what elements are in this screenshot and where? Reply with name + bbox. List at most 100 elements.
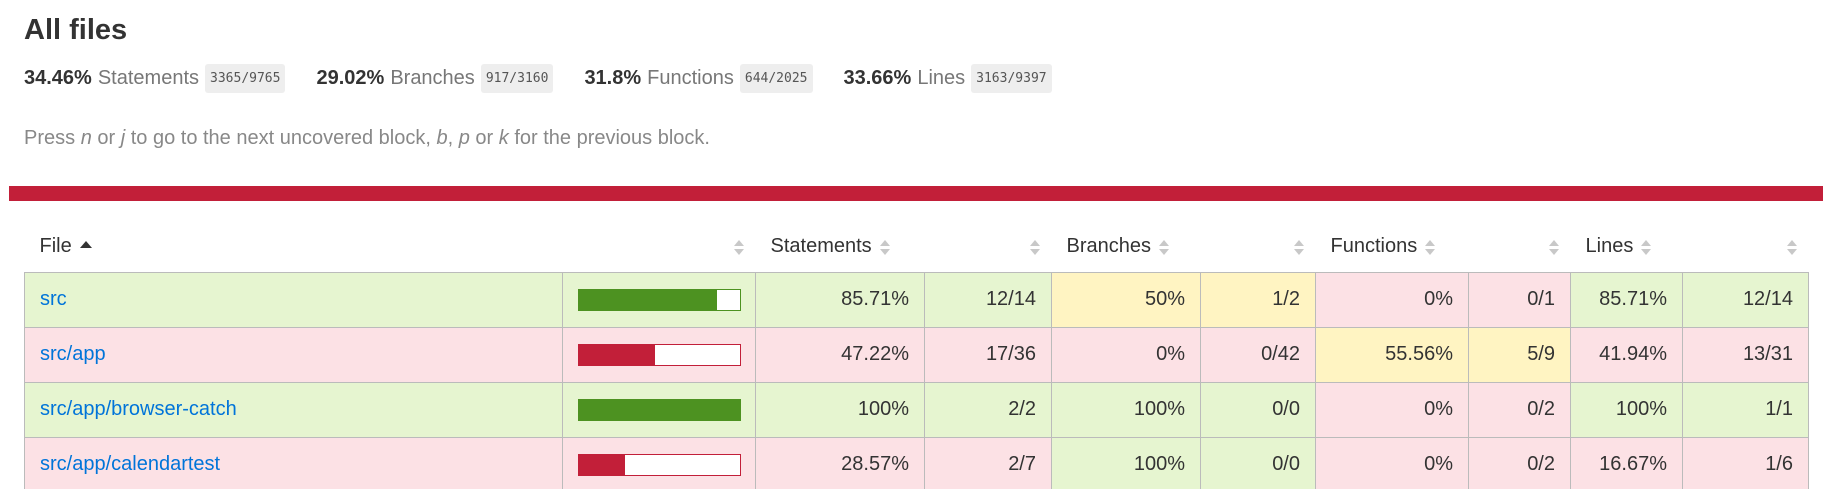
sort-icon bbox=[1159, 239, 1169, 255]
summary-fraction: 917/3160 bbox=[480, 64, 554, 93]
statements-pct: 85.71% bbox=[755, 271, 925, 328]
hint-key: b bbox=[436, 127, 448, 149]
hint-text: or bbox=[469, 127, 499, 149]
coverage-bar bbox=[578, 343, 741, 366]
lines-pct: 100% bbox=[1570, 381, 1683, 438]
coverage-bar bbox=[578, 288, 741, 311]
column-header-lines-raw[interactable] bbox=[1682, 222, 1809, 273]
lines-fraction: 1/1 bbox=[1682, 381, 1809, 438]
hint-text: or bbox=[91, 127, 121, 149]
coverage-bar bbox=[578, 453, 741, 476]
branches-pct: 0% bbox=[1051, 326, 1201, 383]
coverage-bar-cell bbox=[562, 381, 756, 438]
functions-fraction: 0/2 bbox=[1468, 436, 1571, 489]
file-link[interactable]: src/app bbox=[40, 343, 106, 365]
hint-key: k bbox=[498, 127, 509, 149]
file-cell: src bbox=[24, 271, 563, 328]
coverage-bar-cell bbox=[562, 326, 756, 383]
file-link[interactable]: src/app/calendartest bbox=[40, 453, 221, 475]
summary-functions: 31.8% Functions 644/2025 bbox=[584, 64, 813, 93]
functions-fraction: 0/1 bbox=[1468, 271, 1571, 328]
column-header-label: Functions bbox=[1330, 235, 1418, 258]
column-header-functions[interactable]: Functions bbox=[1315, 222, 1469, 273]
table-header-row: File Statements Branches Functions Lines bbox=[24, 222, 1809, 273]
lines-pct: 41.94% bbox=[1570, 326, 1683, 383]
statements-pct: 47.22% bbox=[755, 326, 925, 383]
branches-fraction: 0/42 bbox=[1200, 326, 1316, 383]
sort-icon bbox=[1293, 239, 1304, 255]
coverage-summary: 34.46% Statements 3365/9765 29.02% Branc… bbox=[24, 64, 1083, 93]
statements-pct: 100% bbox=[755, 381, 925, 438]
sort-ascending-icon bbox=[79, 241, 92, 249]
hint-text: Press bbox=[24, 127, 81, 149]
statements-fraction: 2/2 bbox=[924, 381, 1052, 438]
summary-fraction: 3163/9397 bbox=[971, 64, 1052, 93]
table-row: src/app/calendartest 28.57% 2/7 100% 0/0… bbox=[24, 436, 1809, 489]
column-header-statements[interactable]: Statements bbox=[755, 222, 925, 273]
file-link[interactable]: src bbox=[40, 288, 67, 310]
coverage-bar-fill bbox=[579, 289, 717, 310]
hint-text: for the previous block. bbox=[508, 127, 710, 149]
coverage-bar-fill bbox=[579, 344, 656, 365]
functions-pct: 55.56% bbox=[1315, 326, 1469, 383]
file-cell: src/app bbox=[24, 326, 563, 383]
coverage-bar-empty bbox=[624, 454, 740, 475]
coverage-bar-cell bbox=[562, 271, 756, 328]
file-cell: src/app/calendartest bbox=[24, 436, 563, 489]
hint-key: j bbox=[120, 127, 126, 149]
hint-key: p bbox=[458, 127, 470, 149]
summary-pct: 34.46% bbox=[24, 67, 92, 89]
sort-icon bbox=[1641, 239, 1652, 255]
column-header-statements-raw[interactable] bbox=[924, 222, 1052, 273]
column-header-branches-raw[interactable] bbox=[1200, 222, 1316, 273]
keyboard-hint: Press n or j to go to the next uncovered… bbox=[24, 127, 710, 150]
branches-pct: 100% bbox=[1051, 381, 1201, 438]
table-row: src 85.71% 12/14 50% 1/2 0% 0/1 85.71% 1… bbox=[24, 271, 1809, 328]
column-header-label: Branches bbox=[1066, 235, 1152, 258]
lines-fraction: 12/14 bbox=[1682, 271, 1809, 328]
lines-pct: 85.71% bbox=[1570, 271, 1683, 328]
hint-text: , bbox=[447, 127, 459, 149]
functions-pct: 0% bbox=[1315, 436, 1469, 489]
branches-pct: 50% bbox=[1051, 271, 1201, 328]
summary-fraction: 644/2025 bbox=[739, 64, 813, 93]
file-link[interactable]: src/app/browser-catch bbox=[40, 398, 237, 420]
column-header-lines[interactable]: Lines bbox=[1570, 222, 1683, 273]
column-header-branches[interactable]: Branches bbox=[1051, 222, 1201, 273]
summary-pct: 29.02% bbox=[316, 67, 385, 89]
column-header-label: Statements bbox=[770, 235, 872, 258]
branches-fraction: 1/2 bbox=[1200, 271, 1316, 328]
functions-pct: 0% bbox=[1315, 381, 1469, 438]
column-header-label: Lines bbox=[1585, 235, 1634, 258]
coverage-status-bar bbox=[9, 186, 1823, 201]
summary-fraction: 3365/9765 bbox=[205, 64, 286, 93]
sort-icon bbox=[1786, 239, 1797, 255]
coverage-bar-empty bbox=[716, 289, 740, 310]
summary-label: Branches bbox=[390, 67, 475, 89]
statements-pct: 28.57% bbox=[755, 436, 925, 489]
summary-lines: 33.66% Lines 3163/9397 bbox=[844, 64, 1052, 93]
coverage-table: File Statements Branches Functions Lines… bbox=[24, 222, 1809, 489]
file-cell: src/app/browser-catch bbox=[24, 381, 563, 438]
sort-icon bbox=[879, 239, 890, 255]
summary-pct: 33.66% bbox=[843, 67, 912, 89]
functions-fraction: 0/2 bbox=[1468, 381, 1571, 438]
column-header-functions-raw[interactable] bbox=[1468, 222, 1571, 273]
statements-fraction: 2/7 bbox=[924, 436, 1052, 489]
branches-pct: 100% bbox=[1051, 436, 1201, 489]
coverage-bar-cell bbox=[562, 436, 756, 489]
statements-fraction: 12/14 bbox=[924, 271, 1052, 328]
lines-fraction: 13/31 bbox=[1682, 326, 1809, 383]
column-header-label: File bbox=[39, 235, 72, 258]
column-header-file-bar[interactable] bbox=[562, 222, 756, 273]
coverage-bar-fill bbox=[579, 399, 740, 420]
sort-icon bbox=[733, 239, 744, 255]
branches-fraction: 0/0 bbox=[1200, 436, 1316, 489]
summary-pct: 31.8% bbox=[584, 67, 642, 89]
functions-pct: 0% bbox=[1315, 271, 1469, 328]
column-header-file[interactable]: File bbox=[24, 222, 563, 273]
hint-key: n bbox=[80, 127, 92, 149]
summary-label: Lines bbox=[917, 67, 966, 89]
summary-branches: 29.02% Branches 917/3160 bbox=[316, 64, 554, 93]
coverage-bar-fill bbox=[579, 454, 625, 475]
